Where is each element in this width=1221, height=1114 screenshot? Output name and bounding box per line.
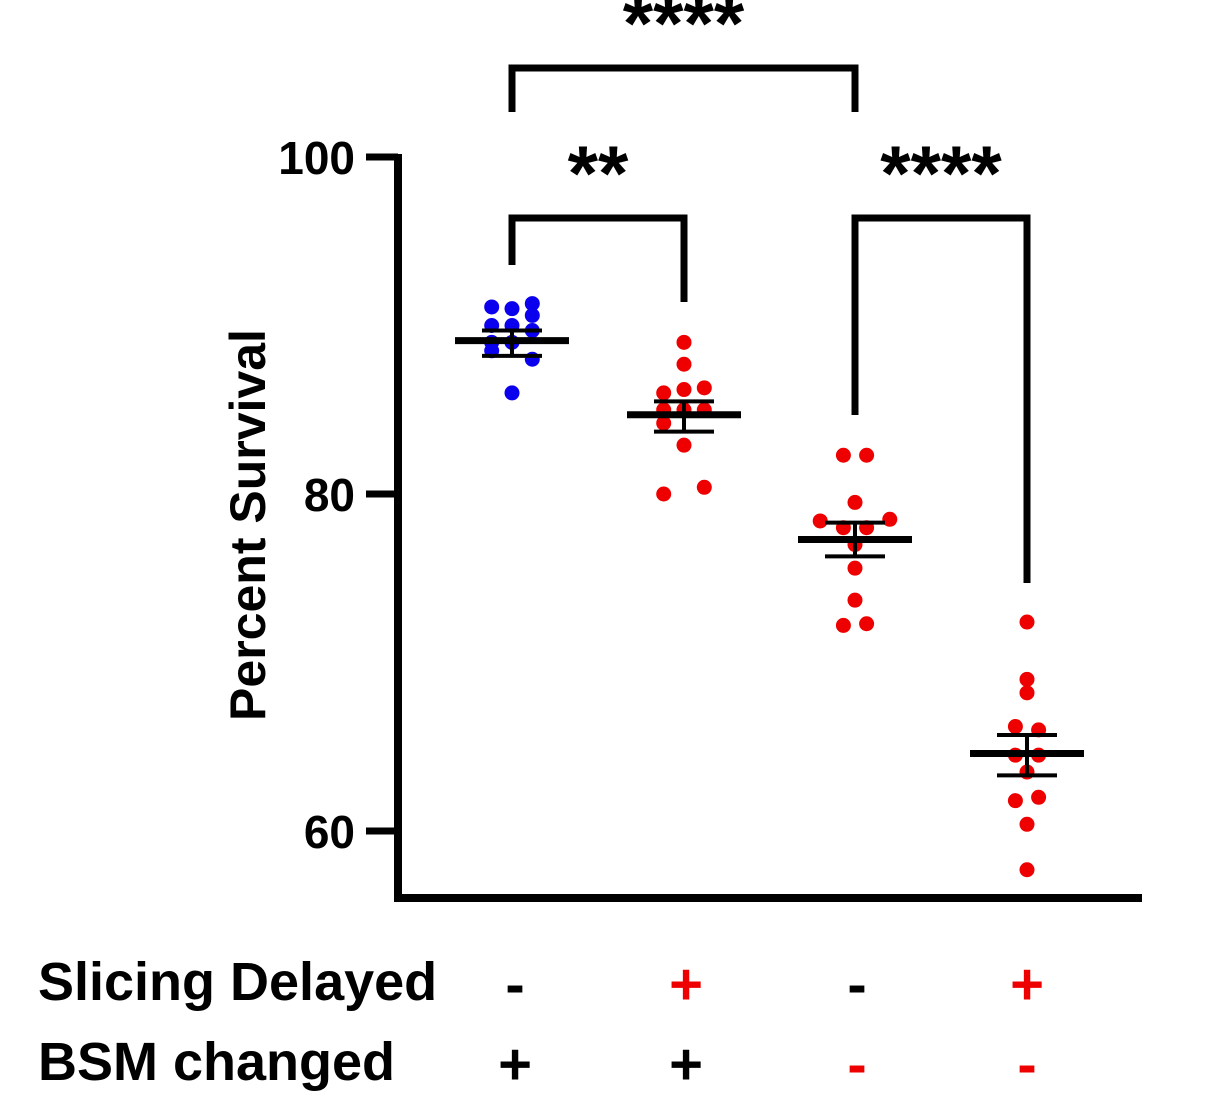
- data-point-g2-12: [696, 479, 712, 495]
- condition-sign-r2-g3: -: [847, 1032, 866, 1097]
- condition-table: Slicing Delayed - + - + BSM changed + + - -: [38, 952, 1044, 1097]
- data-point-g2-3: [656, 385, 672, 401]
- group-4: [970, 614, 1084, 878]
- data-point-g2-4: [676, 382, 692, 398]
- condition-sign-r2-g4: -: [1017, 1032, 1036, 1097]
- condition-sign-r2-g1: +: [498, 1032, 532, 1097]
- group-1: [455, 296, 569, 401]
- data-point-g1-12: [504, 385, 520, 401]
- data-point-g4-4: [1007, 719, 1023, 735]
- data-point-g2-9: [656, 415, 672, 431]
- condition-row-label-1: Slicing Delayed: [38, 952, 437, 1012]
- mark-layer: [455, 296, 1084, 878]
- data-point-g2-2: [676, 356, 692, 372]
- data-point-g4-3: [1019, 685, 1035, 701]
- data-point-g4-2: [1019, 671, 1035, 687]
- data-point-g4-1: [1019, 614, 1035, 630]
- data-point-g3-10: [847, 592, 863, 608]
- group-3: [798, 447, 912, 633]
- significance-label-1: **: [568, 129, 629, 217]
- condition-sign-r1-g1: -: [505, 952, 524, 1017]
- y-axis-label: Percent Survival: [220, 329, 276, 721]
- group-2: [627, 334, 741, 502]
- comparison-layer: ** ********: [508, 0, 1031, 583]
- data-point-g4-10: [1031, 789, 1047, 805]
- condition-row-label-2: BSM changed: [38, 1032, 395, 1092]
- data-point-g1-6: [524, 307, 540, 323]
- data-point-g4-12: [1019, 862, 1035, 878]
- data-point-g1-3: [524, 296, 540, 312]
- comparison-bracket-3: [508, 64, 859, 112]
- comparison-bracket-2: [851, 214, 1031, 583]
- condition-sign-r1-g4: +: [1010, 952, 1044, 1017]
- data-point-g3-2: [859, 447, 875, 463]
- data-point-g4-9: [1007, 793, 1023, 809]
- condition-sign-r1-g3: -: [847, 952, 866, 1017]
- data-point-g3-11: [835, 617, 851, 633]
- data-point-g3-4: [812, 513, 828, 529]
- data-point-g3-12: [859, 616, 875, 632]
- y-tick-label-100: 100: [278, 132, 355, 184]
- condition-sign-r2-g2: +: [669, 1032, 703, 1097]
- y-tick-label-60: 60: [304, 806, 355, 858]
- y-tick-layer: 100 80 60: [278, 132, 398, 858]
- data-point-g2-11: [656, 486, 672, 502]
- data-point-g2-1: [676, 334, 692, 350]
- data-point-g3-7: [882, 511, 898, 527]
- data-point-g1-2: [504, 301, 520, 317]
- data-point-g3-1: [835, 447, 851, 463]
- comparison-bracket-1: [508, 214, 688, 302]
- significance-label-3: ****: [623, 0, 745, 67]
- data-point-g1-1: [484, 299, 500, 315]
- data-point-g3-9: [847, 560, 863, 576]
- data-point-g2-10: [676, 437, 692, 453]
- significance-label-2: ****: [880, 129, 1002, 217]
- condition-sign-r1-g2: +: [669, 952, 703, 1017]
- y-tick-label-80: 80: [304, 469, 355, 521]
- data-point-g2-5: [696, 380, 712, 396]
- data-point-g3-3: [847, 494, 863, 510]
- data-point-g4-11: [1019, 816, 1035, 832]
